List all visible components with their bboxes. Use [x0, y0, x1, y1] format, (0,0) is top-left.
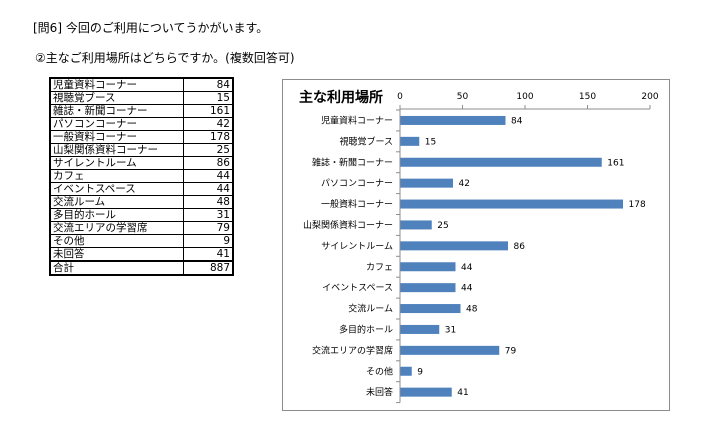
bar [400, 345, 500, 355]
table-row: 多目的ホール 31 [49, 208, 234, 222]
table-row: 児童資料コーナー 84 [49, 77, 234, 92]
bar [400, 241, 508, 251]
table-row-value: 48 [183, 195, 234, 209]
table-total-value: 887 [183, 260, 234, 276]
bar [400, 366, 412, 376]
table-row-label: 視聴覚ブース [49, 91, 184, 105]
table-row-label: 交流エリアの学習席 [49, 221, 184, 235]
bar-value-label: 86 [514, 242, 526, 252]
table-row: 一般資料コーナー 178 [49, 130, 234, 144]
bar-chart: 主な利用場所 0 50 100 150 200 児童資料コーナー 84 視聴覚ブース 15 雑誌・新… [299, 89, 659, 404]
table-row: 雑誌・新聞コーナー 161 [49, 104, 234, 118]
table-row-value: 42 [183, 117, 234, 131]
x-tick-label: 200 [641, 92, 658, 102]
category-label: 交流ルーム [348, 303, 393, 315]
table-row-label: パソコンコーナー [49, 117, 184, 131]
table-row: パソコンコーナー 42 [49, 117, 234, 131]
bar-value-label: 178 [629, 200, 646, 210]
bar-value-label: 48 [466, 305, 478, 315]
table-row-label: 山梨関係資料コーナー [49, 143, 184, 157]
table-row-value: 178 [183, 130, 234, 144]
bar [400, 304, 461, 314]
chart-title: 主な利用場所 [299, 89, 383, 106]
bar-value-label: 44 [461, 263, 473, 273]
bar-value-label: 161 [607, 158, 624, 168]
bar [400, 324, 440, 334]
table-row-label: 一般資料コーナー [49, 130, 184, 144]
category-label: 多目的ホール [339, 323, 393, 335]
table-row: その他 9 [49, 234, 234, 248]
table-row-value: 44 [183, 182, 234, 196]
table-row: 交流ルーム 48 [49, 195, 234, 209]
bar [400, 387, 452, 397]
table-total-row: 合計 887 [49, 260, 234, 276]
chart-container: 主な利用場所 0 50 100 150 200 児童資料コーナー 84 視聴覚ブース 15 雑誌・新… [282, 79, 670, 411]
bar [400, 262, 456, 272]
bar-value-label: 15 [425, 137, 436, 147]
table-row-value: 44 [183, 169, 234, 183]
x-tick-label: 100 [516, 92, 533, 102]
table-total-label: 合計 [49, 260, 184, 276]
category-label: その他 [366, 365, 393, 377]
table-row: イベントスペース 44 [49, 182, 234, 196]
table-row-value: 31 [183, 208, 234, 222]
bar [400, 178, 453, 188]
bar-value-label: 44 [461, 284, 473, 294]
bar [400, 115, 506, 125]
table-row-label: サイレントルーム [49, 156, 184, 170]
table-row-label: 交流ルーム [49, 195, 184, 209]
x-tick-label: 50 [457, 92, 469, 102]
table-row-value: 9 [183, 234, 234, 248]
category-label: 交流エリアの学習席 [312, 344, 393, 356]
response-count-table: 児童資料コーナー 84 視聴覚ブース 15 雑誌・新聞コーナー 161 パソコンコーナー 42… [49, 77, 234, 276]
category-label: 一般資料コーナー [321, 198, 393, 210]
bar [400, 136, 420, 146]
table-row-label: 未回答 [49, 247, 184, 262]
table-row-value: 15 [183, 91, 234, 105]
category-label: 未回答 [366, 386, 393, 398]
category-label: サイレントルーム [321, 241, 393, 252]
bar-value-label: 84 [511, 116, 523, 126]
table-row: 視聴覚ブース 15 [49, 91, 234, 105]
table-row-label: 多目的ホール [49, 208, 184, 222]
bar-value-label: 79 [505, 346, 517, 356]
bar [400, 199, 623, 209]
table-row: 未回答 41 [49, 247, 234, 262]
table-row-value: 79 [183, 221, 234, 235]
table-row-label: カフェ [49, 169, 184, 183]
table-row-value: 84 [183, 77, 234, 92]
category-label: パソコンコーナー [321, 178, 393, 189]
category-label: 山梨関係資料コーナー [303, 219, 393, 231]
table-row-value: 161 [183, 104, 234, 118]
table-row: 交流エリアの学習席 79 [49, 221, 234, 235]
category-label: イベントスペース [322, 284, 393, 294]
x-tick-label: 0 [397, 92, 403, 102]
category-label: 児童資料コーナー [321, 114, 393, 126]
question-subtitle: ②主なご利用場所はどちらですか。(複数回答可) [35, 51, 295, 65]
category-label: カフェ [366, 262, 393, 273]
table-row-label: その他 [49, 234, 184, 248]
table-row: カフェ 44 [49, 169, 234, 183]
bar-value-label: 25 [437, 221, 448, 231]
bar-value-label: 31 [445, 325, 456, 335]
category-label: 視聴覚ブース [339, 135, 393, 147]
question-title: [問6] 今回のご利用についてうかがいます。 [33, 21, 269, 35]
bar [400, 157, 602, 167]
table-row-label: 雑誌・新聞コーナー [49, 104, 184, 118]
table-row-label: イベントスペース [49, 182, 184, 196]
table-row-value: 41 [183, 247, 234, 262]
bar-value-label: 41 [457, 388, 468, 398]
table-row-value: 25 [183, 143, 234, 157]
bar-value-label: 42 [459, 179, 470, 189]
bar-value-label: 9 [417, 367, 423, 377]
table-row: サイレントルーム 86 [49, 156, 234, 170]
category-label: 雑誌・新聞コーナー [312, 156, 393, 168]
table-row-label: 児童資料コーナー [49, 77, 184, 92]
table-row-value: 86 [183, 156, 234, 170]
bar [400, 220, 432, 230]
bar [400, 283, 456, 293]
table-row: 山梨関係資料コーナー 25 [49, 143, 234, 157]
x-tick-label: 150 [579, 92, 596, 102]
